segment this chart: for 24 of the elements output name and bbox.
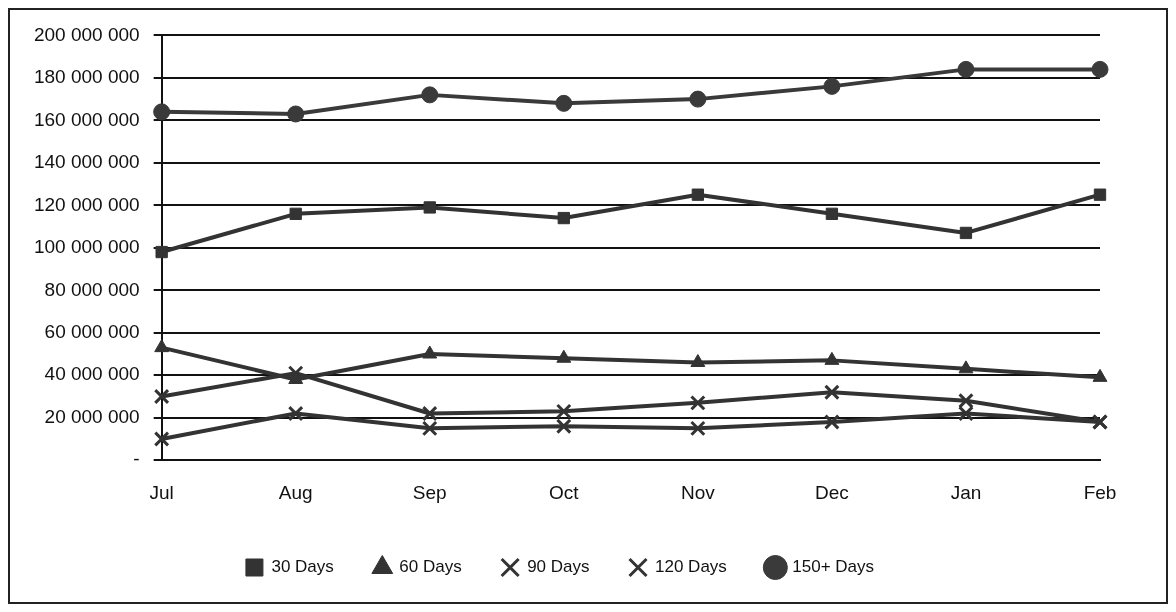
legend-label: 60 Days [399,557,462,577]
legend-label: 30 Days [271,557,334,577]
y-tick-label: - [133,448,140,470]
y-tick-label: 20 000 000 [44,405,140,427]
x-tick-label: Jan [950,481,982,503]
y-tick-label: 160 000 000 [33,108,140,130]
legend-label: 120 Days [655,557,727,577]
x-tick-label: Oct [549,481,580,503]
legend-label: 150+ Days [792,557,875,577]
x-tick-label: Jul [149,481,174,503]
legend-label: 90 Days [527,557,590,577]
x-tick-label: Dec [815,481,849,503]
x-tick-label: Nov [680,481,716,503]
x-tick-label: Feb [1083,481,1117,503]
x-tick-label: Aug [278,481,313,503]
y-tick-label: 120 000 000 [33,193,140,215]
y-tick-label: 80 000 000 [44,278,140,300]
y-tick-label: 40 000 000 [44,363,140,385]
y-tick-label: 180 000 000 [33,66,140,88]
y-tick-label: 140 000 000 [33,151,140,173]
x-tick-label: Sep [412,481,447,503]
y-tick-label: 100 000 000 [33,236,140,258]
y-tick-label: 60 000 000 [44,320,140,342]
y-tick-label: 200 000 000 [33,23,140,45]
